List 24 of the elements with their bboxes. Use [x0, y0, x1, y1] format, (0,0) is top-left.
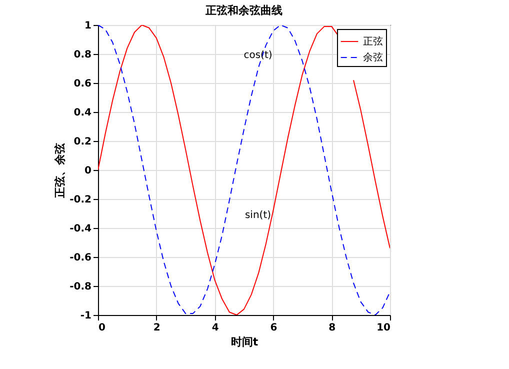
chart-title: 正弦和余弦曲线: [204, 4, 282, 17]
x-axis-title: 时间t: [230, 336, 258, 348]
x-tick-label: 0: [98, 322, 106, 334]
y-tick-label: -0.4: [70, 224, 92, 234]
annotation: cos(t): [244, 50, 272, 61]
x-tick-label: 10: [376, 322, 391, 334]
annotation: sin(t): [244, 210, 272, 221]
legend-label: 余弦: [363, 52, 383, 64]
legend-label: 正弦: [363, 36, 383, 48]
y-tick-label: 0.4: [74, 108, 92, 118]
x-tick-label: 8: [328, 322, 336, 334]
y-tick-label: 1: [84, 20, 92, 32]
y-tick-label: -0.8: [70, 282, 92, 292]
y-tick-label: 0: [84, 166, 92, 176]
y-tick-label: 0.8: [74, 50, 92, 60]
y-axis-title: 正弦、余弦: [54, 143, 67, 199]
y-tick-label: 0.6: [74, 78, 92, 90]
x-tick-label: 4: [212, 322, 219, 334]
x-tick-label: 6: [270, 322, 278, 334]
x-tick-label: 2: [153, 322, 160, 334]
y-tick-label: 0.2: [74, 136, 92, 148]
y-tick-label: -0.2: [70, 194, 92, 206]
y-tick-label: -1: [80, 310, 92, 322]
y-tick-label: -0.6: [70, 252, 92, 264]
